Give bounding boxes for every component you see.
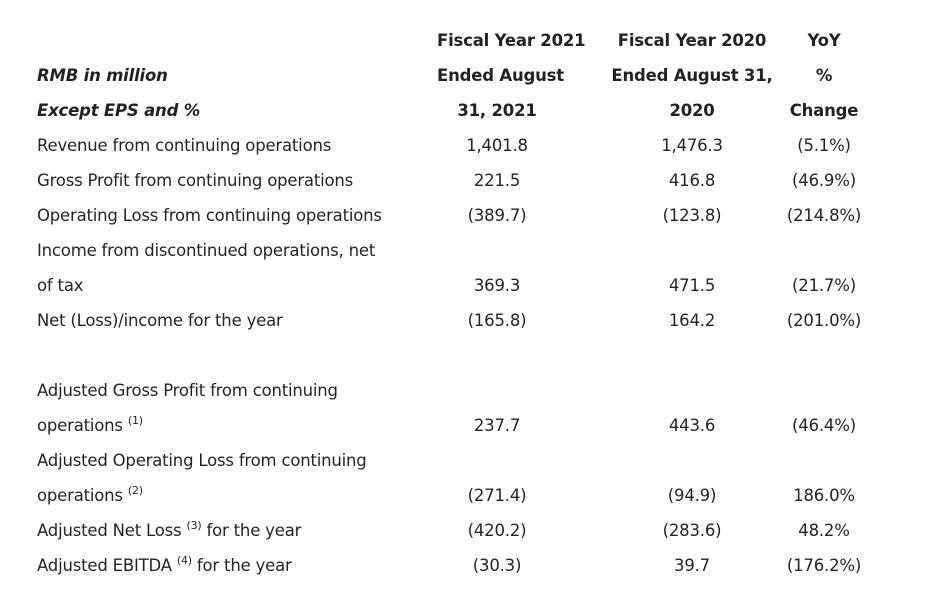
cell-fy2021 [437,233,557,268]
footnote-ref: (3) [186,519,202,532]
row-label-suffix: for the year [196,556,292,575]
cell-yoy: (214.8%) [786,206,862,225]
row-label-text: operations [37,416,123,435]
header-fy2021: 31, 2021 [457,101,537,120]
row-label-text: Adjusted Net Loss [37,521,182,540]
cell-fy2020: 443.6 [668,416,716,435]
row-label: operations (2) [37,478,143,513]
header-fy2021: Ended August [437,66,564,85]
header-fy2020: Ended August 31, [611,66,773,85]
cell-fy2020 [607,443,777,478]
header-row: Fiscal Year 2021 Fiscal Year 2020 YoY [0,23,932,58]
cell-fy2021: (389.7) [467,206,527,225]
table-row: of tax 369.3 471.5 (21.7%) [0,268,932,303]
table-row: Revenue from continuing operations 1,401… [0,128,932,163]
footnote-ref: (1) [127,414,143,427]
header-fy2020: Fiscal Year 2020 [617,31,767,50]
cell-fy2020 [607,373,777,408]
spacer-row [0,338,932,373]
row-label: operations (1) [37,408,143,443]
row-label: Gross Profit from continuing operations [37,171,354,190]
cell-fy2021: 1,401.8 [466,136,528,155]
header-label: Except EPS and % [37,101,201,120]
footnote-ref: (4) [176,554,192,567]
cell-fy2020: 416.8 [668,171,716,190]
cell-fy2021: 221.5 [473,171,521,190]
row-label: Adjusted Net Loss (3) for the year [37,513,301,548]
row-label: Adjusted Operating Loss from continuing [37,451,367,470]
cell-yoy [769,233,879,268]
row-label: Income from discontinued operations, net [37,241,376,260]
cell-fy2021: 237.7 [473,416,521,435]
cell-fy2021 [437,373,557,408]
cell-yoy: (46.9%) [792,171,856,190]
cell-yoy [769,373,879,408]
row-label: Adjusted EBITDA (4) for the year [37,548,292,583]
row-label: Operating Loss from continuing operation… [37,206,382,225]
row-label-text: operations [37,486,123,505]
cell-yoy: (21.7%) [792,276,856,295]
header-row: Except EPS and % 31, 2021 2020 Change [0,93,932,128]
cell-yoy [769,443,879,478]
cell-fy2021 [437,443,557,478]
row-label: of tax [37,276,84,295]
cell-fy2021: 369.3 [473,276,521,295]
cell-fy2020: 39.7 [674,556,710,575]
header-fy2021: Fiscal Year 2021 [437,31,586,50]
row-label: Revenue from continuing operations [37,136,332,155]
cell-fy2020: (123.8) [662,206,722,225]
header-yoy: % [815,66,833,85]
cell-yoy: (5.1%) [797,136,851,155]
cell-fy2020 [607,233,777,268]
cell-fy2021: (271.4) [467,486,527,505]
table-row: operations (2) (271.4) (94.9) 186.0% [0,478,932,513]
table-row: Operating Loss from continuing operation… [0,198,932,233]
table-row: Net (Loss)/income for the year (165.8) 1… [0,303,932,338]
footnote-ref: (2) [127,484,143,497]
header-yoy: YoY [807,31,841,50]
financial-summary-table: Fiscal Year 2021 Fiscal Year 2020 YoY RM… [0,23,932,583]
row-label: Adjusted Gross Profit from continuing [37,381,338,400]
cell-fy2020: 164.2 [668,311,716,330]
cell-yoy: (176.2%) [786,556,862,575]
header-row: RMB in million Ended August Ended August… [0,58,932,93]
row-label: Net (Loss)/income for the year [37,311,283,330]
cell-fy2020: 471.5 [668,276,716,295]
header-label: RMB in million [37,66,168,85]
cell-fy2021: (30.3) [472,556,522,575]
cell-fy2020: (283.6) [662,521,722,540]
cell-yoy: 186.0% [793,486,855,505]
cell-yoy: (46.4%) [792,416,856,435]
header-yoy: Change [789,101,859,120]
cell-fy2020: (94.9) [667,486,717,505]
table-row: operations (1) 237.7 443.6 (46.4%) [0,408,932,443]
cell-yoy: (201.0%) [786,311,862,330]
cell-yoy: 48.2% [798,521,850,540]
table-row: Adjusted Net Loss (3) for the year (420.… [0,513,932,548]
table-row: Income from discontinued operations, net [0,233,932,268]
row-label-suffix: for the year [206,521,302,540]
cell-fy2021: (165.8) [467,311,527,330]
table-row: Adjusted Gross Profit from continuing [0,373,932,408]
table-row: Gross Profit from continuing operations … [0,163,932,198]
table-row: Adjusted EBITDA (4) for the year (30.3) … [0,548,932,583]
cell-fy2021: (420.2) [467,521,527,540]
table-row: Adjusted Operating Loss from continuing [0,443,932,478]
cell-fy2020: 1,476.3 [661,136,723,155]
row-label-text: Adjusted EBITDA [37,556,172,575]
header-fy2020: 2020 [669,101,715,120]
